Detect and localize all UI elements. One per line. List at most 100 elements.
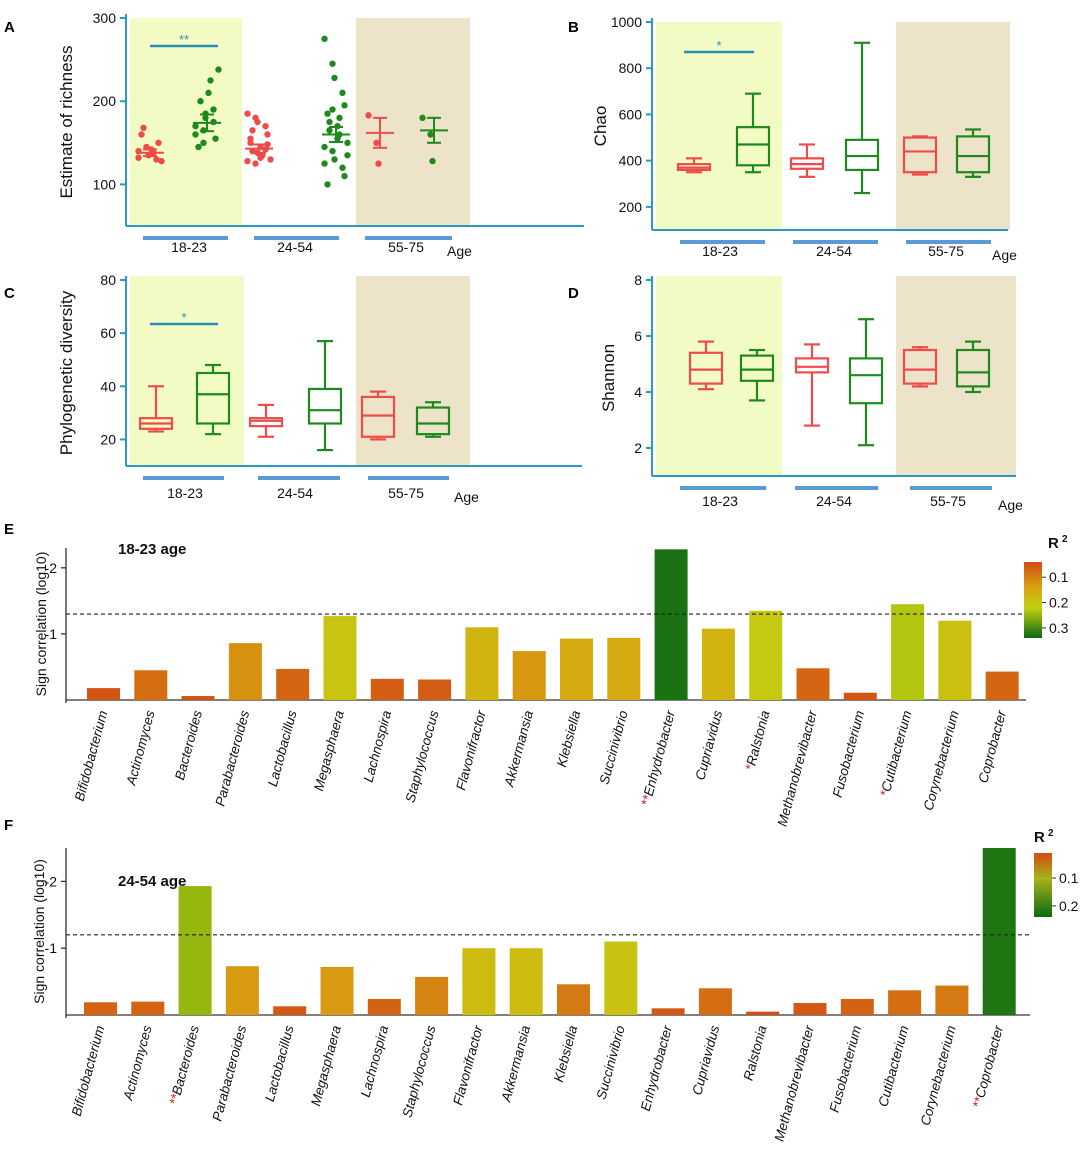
- data-point: [324, 181, 331, 188]
- category-label-bifidobacterium: Bifidobacterium: [72, 709, 111, 803]
- y-tick-label-A: 300: [93, 10, 117, 26]
- data-point: [267, 156, 274, 163]
- category-label-actinomyces: Actinomyces: [123, 709, 158, 788]
- data-point: [331, 156, 338, 163]
- age-group-label-B: 18-23: [702, 243, 738, 259]
- bar-ralstonia: [746, 1011, 780, 1015]
- category-label-lactobacillus: Lactobacillus: [265, 709, 300, 789]
- bar-parabacteroides: [228, 643, 262, 700]
- category-label-ralstonia: *Ralstonia: [742, 708, 773, 772]
- data-point: [336, 114, 343, 122]
- bar-klebsiella: [557, 984, 590, 1015]
- age-group-label-D: 24-54: [816, 493, 852, 509]
- scatter-group-A: [419, 114, 448, 165]
- category-name: Bacteroides: [169, 1024, 202, 1097]
- bar-cupriavidus: [701, 628, 735, 700]
- bar-methanobrevibacter: [793, 1002, 827, 1015]
- scatter-group-A: [244, 110, 274, 167]
- box-plot-D: [902, 346, 938, 388]
- data-point: [212, 135, 219, 142]
- background-old-C: [356, 276, 470, 466]
- box: [902, 348, 938, 385]
- box-plot-B: [844, 41, 880, 195]
- data-point: [195, 143, 202, 151]
- legend-title-F: R: [1034, 829, 1045, 846]
- data-point: [264, 141, 271, 148]
- data-point: [341, 102, 348, 109]
- category-label-parabacteroides: Parabacteroides: [209, 1024, 249, 1123]
- category-name: Cutibacterium: [875, 1024, 911, 1108]
- y-tick-label-B: 800: [619, 60, 643, 76]
- significance-star: **: [166, 1092, 183, 1107]
- y-tick-label-C: 20: [100, 431, 116, 447]
- bar-fusobacterium: [843, 692, 877, 700]
- data-point: [373, 139, 380, 146]
- bar-actinomyces: [134, 670, 168, 700]
- box: [955, 348, 991, 388]
- category-name: Methanobrevibacter: [772, 1023, 818, 1143]
- bar-flavonifractor: [462, 948, 496, 1015]
- age-group-bar-D: [910, 486, 992, 490]
- data-point: [427, 131, 434, 138]
- box: [844, 138, 880, 172]
- y-tick-label-E: -2: [45, 560, 58, 576]
- data-point: [329, 147, 336, 155]
- y-tick-label-B: 600: [619, 106, 643, 122]
- category-name: Klebsiella: [551, 1023, 581, 1083]
- category-name: Actinomyces: [123, 709, 158, 788]
- panel-label-F: F: [4, 817, 13, 834]
- bar-bifidobacterium: [84, 1002, 117, 1015]
- significance-star: **: [638, 793, 655, 808]
- legend-tick-label-E: 0.3: [1049, 620, 1069, 636]
- category-name: Corynebacterium: [921, 709, 962, 812]
- data-point: [264, 131, 271, 138]
- box-plot-C: [195, 363, 231, 436]
- panel-label-E: E: [4, 521, 14, 538]
- box: [195, 371, 231, 425]
- data-point: [344, 152, 351, 159]
- panel-label-B: B: [568, 19, 579, 36]
- y-tick-label-A: 100: [93, 176, 117, 192]
- legend-title-E: R: [1048, 535, 1059, 552]
- data-point: [210, 106, 217, 113]
- category-label-megasphaera: Megasphaera: [308, 1023, 344, 1107]
- box: [248, 417, 284, 428]
- category-name: Lactobacillus: [262, 1024, 297, 1104]
- y-tick-label-C: 40: [100, 378, 116, 394]
- category-name: Succinivibrio: [594, 1023, 628, 1101]
- category-name: Lactobacillus: [265, 709, 300, 789]
- significance-star-B: *: [716, 38, 721, 53]
- age-axis-label-A: Age: [447, 243, 472, 259]
- age-group-bar-B: [906, 240, 991, 244]
- bar-lachnospira: [370, 678, 404, 700]
- age-group-label-A: 18-23: [171, 239, 207, 255]
- category-name: Bifidobacterium: [69, 1024, 108, 1118]
- significance-star-C: *: [181, 310, 186, 325]
- data-point: [158, 157, 165, 165]
- y-tick-label-B: 200: [619, 199, 643, 215]
- bar-enhydrobacter: [651, 1008, 685, 1015]
- box-plot-C: [415, 401, 451, 438]
- bar-staphylococcus: [415, 976, 449, 1015]
- data-point: [138, 131, 145, 138]
- y-tick-label-F: -1: [45, 940, 58, 956]
- y-tick-label-D: 6: [634, 328, 642, 344]
- data-point: [326, 127, 333, 134]
- category-name: Ralstonia: [741, 1023, 770, 1082]
- category-label-akkermansia: Akkermansia: [498, 1023, 533, 1104]
- category-name: Coprobacter: [975, 708, 1009, 784]
- y-tick-label-D: 8: [634, 272, 642, 288]
- legend-title-superscript-F: 2: [1048, 828, 1054, 839]
- age-group-bar-B: [793, 240, 878, 244]
- bar-bifidobacterium: [87, 688, 120, 700]
- data-point: [324, 110, 331, 117]
- box-plot-D: [848, 318, 884, 447]
- category-label-enhydrobacter: Enhydrobacter: [638, 1023, 675, 1112]
- age-group-label-B: 24-54: [816, 243, 852, 259]
- category-label-megasphaera: Megasphaera: [311, 708, 347, 792]
- category-label-methanobrevibacter: Methanobrevibacter: [775, 708, 821, 828]
- category-name: Cupriavidus: [689, 1024, 722, 1097]
- bar-lachnospira: [367, 998, 401, 1015]
